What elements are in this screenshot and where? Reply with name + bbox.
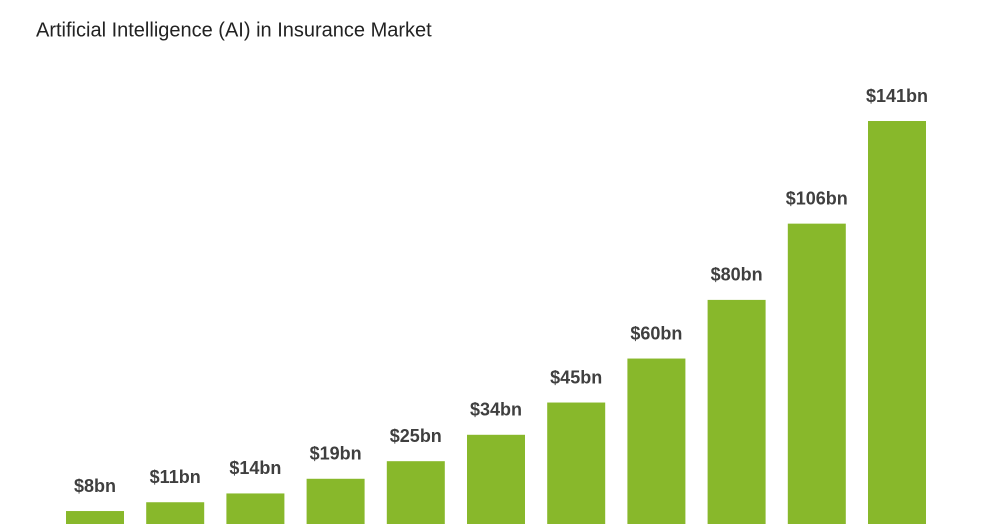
bar	[868, 121, 926, 524]
bar	[707, 299, 766, 524]
bar	[467, 434, 525, 524]
value-label: $106bn	[786, 188, 848, 208]
bar	[547, 402, 606, 524]
bar	[66, 511, 124, 524]
value-label: $34bn	[470, 400, 522, 420]
bar	[386, 461, 445, 524]
value-label: $19bn	[310, 444, 362, 464]
value-label: $45bn	[550, 367, 602, 387]
value-label: $80bn	[711, 265, 763, 285]
bar	[146, 502, 205, 524]
value-label: $14bn	[229, 458, 281, 478]
value-label: $8bn	[74, 476, 116, 496]
bar	[306, 478, 365, 524]
bar	[226, 493, 285, 524]
bar	[787, 223, 846, 524]
value-label: $11bn	[150, 467, 201, 487]
value-label: $141bn	[866, 86, 928, 106]
bar	[627, 358, 686, 524]
value-label: $25bn	[390, 426, 442, 446]
chart-title: Artificial Intelligence (AI) in Insuranc…	[36, 19, 432, 41]
value-label: $60bn	[630, 323, 682, 343]
